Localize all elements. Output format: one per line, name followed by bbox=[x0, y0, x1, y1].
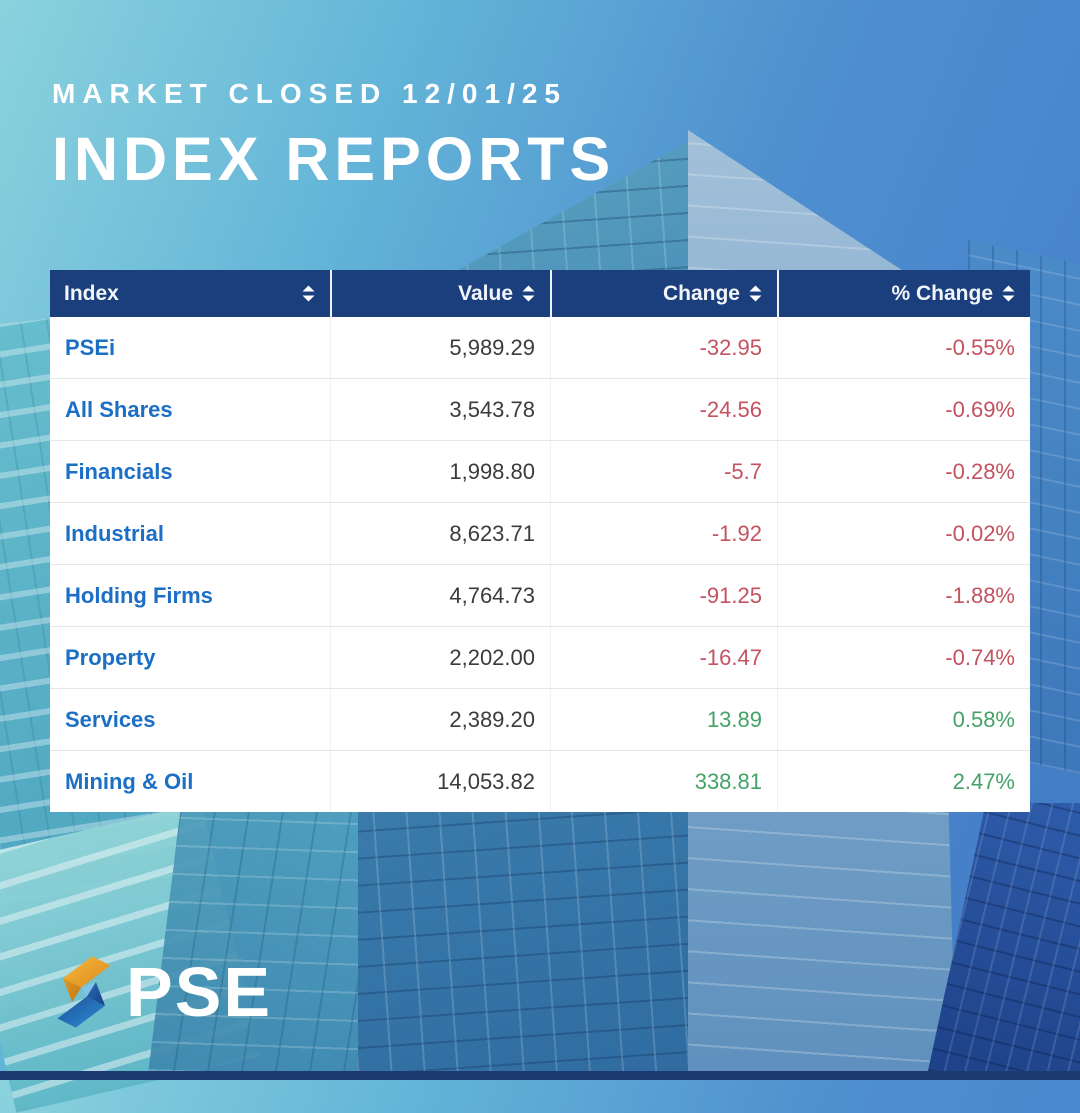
table-row: Property 2,202.00 -16.47 -0.74% bbox=[50, 627, 1030, 689]
index-pct-change: -0.74% bbox=[777, 627, 1030, 688]
pse-ribbon-logo-icon bbox=[57, 956, 111, 1028]
index-change: -16.47 bbox=[550, 627, 777, 688]
index-pct-change: 0.58% bbox=[777, 689, 1030, 750]
index-name-link[interactable]: Property bbox=[65, 644, 156, 670]
index-pct-change: -0.69% bbox=[777, 379, 1030, 440]
index-name-link[interactable]: PSEi bbox=[65, 334, 116, 360]
index-name-link[interactable]: Financials bbox=[65, 458, 173, 484]
index-pct-change: -0.02% bbox=[777, 503, 1030, 564]
index-name-link[interactable]: Services bbox=[65, 706, 156, 732]
column-header-label: Change bbox=[662, 281, 740, 305]
index-change: 13.89 bbox=[550, 689, 777, 750]
index-change: -1.92 bbox=[550, 503, 777, 564]
bottom-navy-strip bbox=[0, 1071, 1080, 1080]
table-row: Financials 1,998.80 -5.7 -0.28% bbox=[50, 441, 1030, 503]
index-value: 8,623.71 bbox=[330, 503, 550, 564]
index-change: 338.81 bbox=[550, 751, 777, 812]
column-header-label: Value bbox=[458, 281, 513, 305]
index-value: 14,053.82 bbox=[330, 751, 550, 812]
index-pct-change: -1.88% bbox=[777, 565, 1030, 626]
index-change: -5.7 bbox=[550, 441, 777, 502]
table-header-row: Index Value Change % Change bbox=[50, 270, 1030, 317]
sort-icon[interactable] bbox=[748, 285, 763, 302]
table-body: PSEi 5,989.29 -32.95 -0.55% All Shares 3… bbox=[50, 317, 1030, 812]
table-row: Industrial 8,623.71 -1.92 -0.02% bbox=[50, 503, 1030, 565]
index-change: -32.95 bbox=[550, 317, 777, 378]
index-value: 2,389.20 bbox=[330, 689, 550, 750]
index-pct-change: 2.47% bbox=[777, 751, 1030, 812]
index-change: -91.25 bbox=[550, 565, 777, 626]
index-name-link[interactable]: All Shares bbox=[65, 396, 173, 422]
brand-footer: PSE bbox=[52, 948, 272, 1036]
index-table: Index Value Change % Change bbox=[50, 270, 1030, 812]
column-header-value[interactable]: Value bbox=[330, 270, 550, 317]
index-value: 2,202.00 bbox=[330, 627, 550, 688]
table-row: All Shares 3,543.78 -24.56 -0.69% bbox=[50, 379, 1030, 441]
table-row: Services 2,389.20 13.89 0.58% bbox=[50, 689, 1030, 751]
index-pct-change: -0.55% bbox=[777, 317, 1030, 378]
table-row: Holding Firms 4,764.73 -91.25 -1.88% bbox=[50, 565, 1030, 627]
sort-icon[interactable] bbox=[521, 285, 536, 302]
column-header-change[interactable]: Change bbox=[550, 270, 777, 317]
table-row: PSEi 5,989.29 -32.95 -0.55% bbox=[50, 317, 1030, 379]
table-row: Mining & Oil 14,053.82 338.81 2.47% bbox=[50, 751, 1030, 812]
page-title: INDEX REPORTS bbox=[52, 125, 616, 193]
index-value: 3,543.78 bbox=[330, 379, 550, 440]
brand-name: PSE bbox=[126, 953, 273, 1031]
column-header-pct-change[interactable]: % Change bbox=[777, 270, 1030, 317]
index-pct-change: -0.28% bbox=[777, 441, 1030, 502]
sort-icon[interactable] bbox=[301, 285, 316, 302]
sort-icon[interactable] bbox=[1001, 285, 1016, 302]
index-change: -24.56 bbox=[550, 379, 777, 440]
hero-header: MARKET CLOSED 12/01/25 INDEX REPORTS bbox=[52, 78, 615, 194]
market-status-line: MARKET CLOSED 12/01/25 bbox=[52, 78, 567, 109]
index-name-link[interactable]: Industrial bbox=[65, 520, 165, 546]
index-name-link[interactable]: Holding Firms bbox=[65, 582, 213, 608]
column-header-index[interactable]: Index bbox=[50, 270, 330, 317]
index-value: 5,989.29 bbox=[330, 317, 550, 378]
index-value: 1,998.80 bbox=[330, 441, 550, 502]
column-header-label: % Change bbox=[891, 281, 993, 305]
column-header-label: Index bbox=[64, 281, 119, 305]
index-name-link[interactable]: Mining & Oil bbox=[65, 768, 194, 794]
index-value: 4,764.73 bbox=[330, 565, 550, 626]
